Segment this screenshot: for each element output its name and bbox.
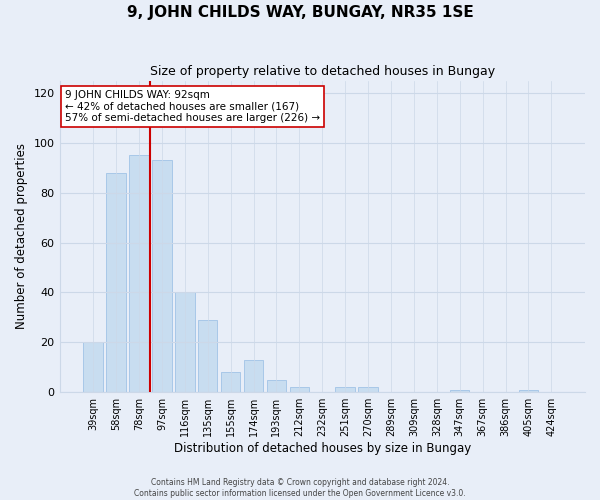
- Bar: [290, 387, 309, 392]
- Text: 9 JOHN CHILDS WAY: 92sqm
← 42% of detached houses are smaller (167)
57% of semi-: 9 JOHN CHILDS WAY: 92sqm ← 42% of detach…: [65, 90, 320, 123]
- Bar: [221, 372, 241, 392]
- Bar: [198, 320, 217, 392]
- Text: Contains HM Land Registry data © Crown copyright and database right 2024.
Contai: Contains HM Land Registry data © Crown c…: [134, 478, 466, 498]
- Bar: [83, 342, 103, 392]
- Y-axis label: Number of detached properties: Number of detached properties: [15, 144, 28, 330]
- Bar: [129, 156, 149, 392]
- Bar: [450, 390, 469, 392]
- X-axis label: Distribution of detached houses by size in Bungay: Distribution of detached houses by size …: [173, 442, 471, 455]
- Title: Size of property relative to detached houses in Bungay: Size of property relative to detached ho…: [150, 65, 495, 78]
- Text: 9, JOHN CHILDS WAY, BUNGAY, NR35 1SE: 9, JOHN CHILDS WAY, BUNGAY, NR35 1SE: [127, 5, 473, 20]
- Bar: [106, 173, 126, 392]
- Bar: [519, 390, 538, 392]
- Bar: [175, 292, 194, 392]
- Bar: [267, 380, 286, 392]
- Bar: [244, 360, 263, 392]
- Bar: [358, 387, 378, 392]
- Bar: [152, 160, 172, 392]
- Bar: [335, 387, 355, 392]
